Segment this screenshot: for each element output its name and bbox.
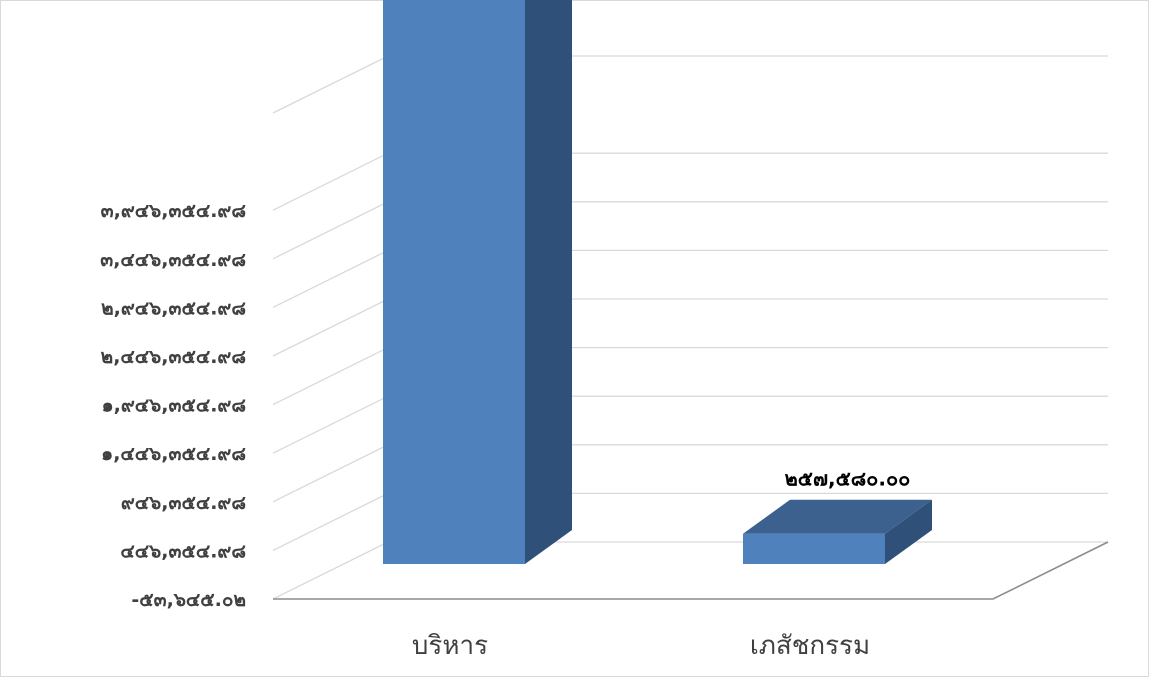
gridline-side bbox=[272, 152, 389, 211]
gridline-side bbox=[272, 347, 389, 406]
data-labels: ๖,๑๘๒,๑๒๗.๙๕๒๕๗,๕๘๐.๐๐ bbox=[785, 467, 911, 491]
floor-front-edges bbox=[273, 541, 1109, 600]
data-label: ๒๕๗,๕๘๐.๐๐ bbox=[785, 467, 911, 491]
gridline-side bbox=[272, 298, 389, 357]
bar-front-0 bbox=[383, 0, 525, 564]
bar-top-1 bbox=[743, 499, 932, 534]
bar-side-0 bbox=[525, 0, 572, 564]
y-tick-label: ๑,๔๔๖,๓๕๔.๙๘ bbox=[101, 443, 246, 465]
gridline-side bbox=[272, 444, 389, 503]
y-tick-label: ๙๔๖,๓๕๔.๙๘ bbox=[121, 492, 246, 514]
gridline-side bbox=[272, 492, 389, 551]
y-tick-label: -๕๓,๖๔๕.๐๒ bbox=[131, 589, 246, 611]
y-tick-label: ๓,๙๔๖,๓๕๔.๙๘ bbox=[101, 200, 246, 222]
bars bbox=[383, 0, 932, 564]
gridline-side bbox=[272, 201, 389, 260]
bar-front-1 bbox=[743, 533, 885, 564]
y-tick-label: ๒,๙๔๖,๓๕๔.๙๘ bbox=[101, 297, 246, 319]
y-axis-tick-labels: -๕๓,๖๔๕.๐๒ ๔๔๖,๓๕๔.๙๘ ๙๔๖,๓๕๔.๙๘ ๑,๔๔๖,๓๕๔.… bbox=[100, 200, 246, 611]
gridline-side bbox=[272, 55, 389, 114]
x-axis-category-labels: บริหาร เภสัชกรรม bbox=[412, 631, 870, 661]
category-label: บริหาร bbox=[412, 631, 488, 661]
bar-side-1 bbox=[885, 499, 932, 564]
y-tick-label: ๒,๔๔๖,๓๕๔.๙๘ bbox=[101, 346, 246, 368]
y-tick-label: ๑,๙๔๖,๓๕๔.๙๘ bbox=[102, 395, 246, 417]
gridline-side bbox=[272, 249, 389, 308]
y-tick-label: ๔๔๖,๓๕๔.๙๘ bbox=[120, 540, 246, 562]
y-tick-label: ๓,๔๔๖,๓๕๔.๙๘ bbox=[100, 249, 246, 271]
gridline-side bbox=[272, 395, 389, 454]
category-label: เภสัชกรรม bbox=[750, 631, 870, 661]
